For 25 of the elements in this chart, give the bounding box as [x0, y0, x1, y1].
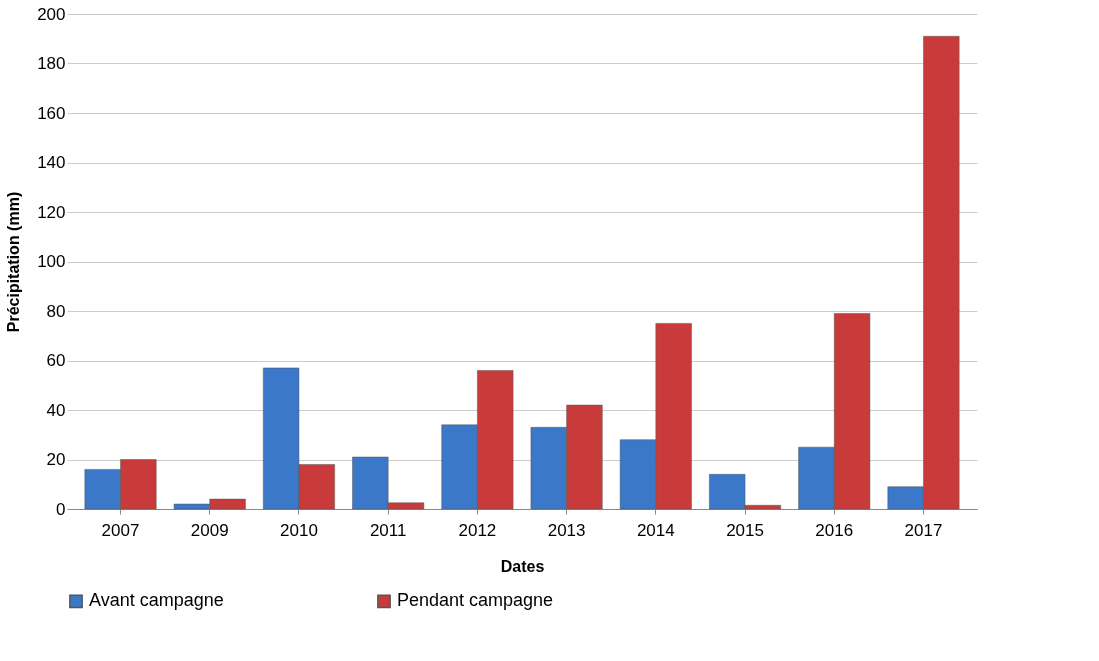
x-tick-label: 2014 [636, 520, 675, 540]
legend-label: Avant campagne [89, 590, 224, 611]
x-tick-label: 2015 [726, 520, 764, 540]
y-tick-label: 80 [46, 301, 66, 321]
x-tick-label: 2009 [190, 520, 229, 540]
y-tick-label: 40 [46, 400, 66, 420]
x-tick-label: 2016 [815, 520, 854, 540]
x-axis-title: Dates [500, 557, 545, 575]
x-tick-label: 2011 [369, 520, 407, 540]
y-tick-label: 120 [37, 202, 66, 222]
x-tick-label: 2012 [458, 520, 497, 540]
x-tick-label: 2013 [547, 520, 586, 540]
y-tick-label: 180 [37, 54, 66, 73]
x-tick-label: 2017 [904, 520, 943, 540]
y-tick-label: 200 [37, 4, 66, 24]
y-tick-label: 160 [37, 103, 66, 123]
x-tick-label: 2010 [280, 520, 318, 540]
legend-label: Pendant campagne [397, 590, 554, 611]
y-tick-label: 100 [37, 252, 66, 271]
y-tick-label: 0 [56, 499, 66, 519]
x-tick-label: 2007 [101, 520, 140, 540]
y-tick-label: 140 [37, 153, 66, 172]
y-axis-title: Précipitation (mm) [5, 191, 23, 333]
y-tick-label: 60 [46, 351, 66, 370]
y-tick-label: 20 [46, 450, 66, 469]
